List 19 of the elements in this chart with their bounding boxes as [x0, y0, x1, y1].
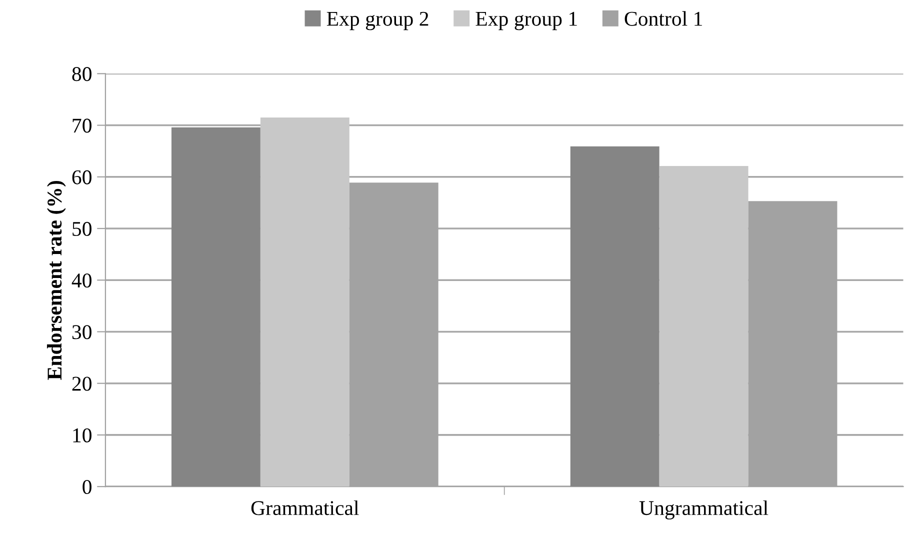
y-tick-label: 50	[72, 222, 92, 236]
y-tick-label: 70	[72, 118, 92, 133]
bar	[570, 146, 660, 487]
x-tick-label: Grammatical	[251, 500, 359, 516]
legend-label: Exp group 2	[326, 12, 428, 30]
y-axis-title: Endorsement rate (%)	[46, 180, 66, 380]
y-tick-label: 40	[72, 273, 92, 288]
bar	[171, 127, 260, 487]
y-tick-label: 0	[82, 480, 92, 494]
y-tick-label: 30	[72, 325, 92, 340]
y-tick-label: 10	[73, 428, 92, 442]
legend-label: Exp group 1	[476, 12, 577, 30]
bar	[659, 166, 748, 487]
y-tick-label: 20	[72, 376, 92, 391]
legend-label: Control 1	[624, 11, 702, 26]
bar	[260, 118, 350, 487]
y-tick-label: 60	[72, 170, 92, 184]
y-tick-label: 80	[72, 67, 92, 82]
x-tick-label: Ungrammatical	[639, 500, 768, 520]
